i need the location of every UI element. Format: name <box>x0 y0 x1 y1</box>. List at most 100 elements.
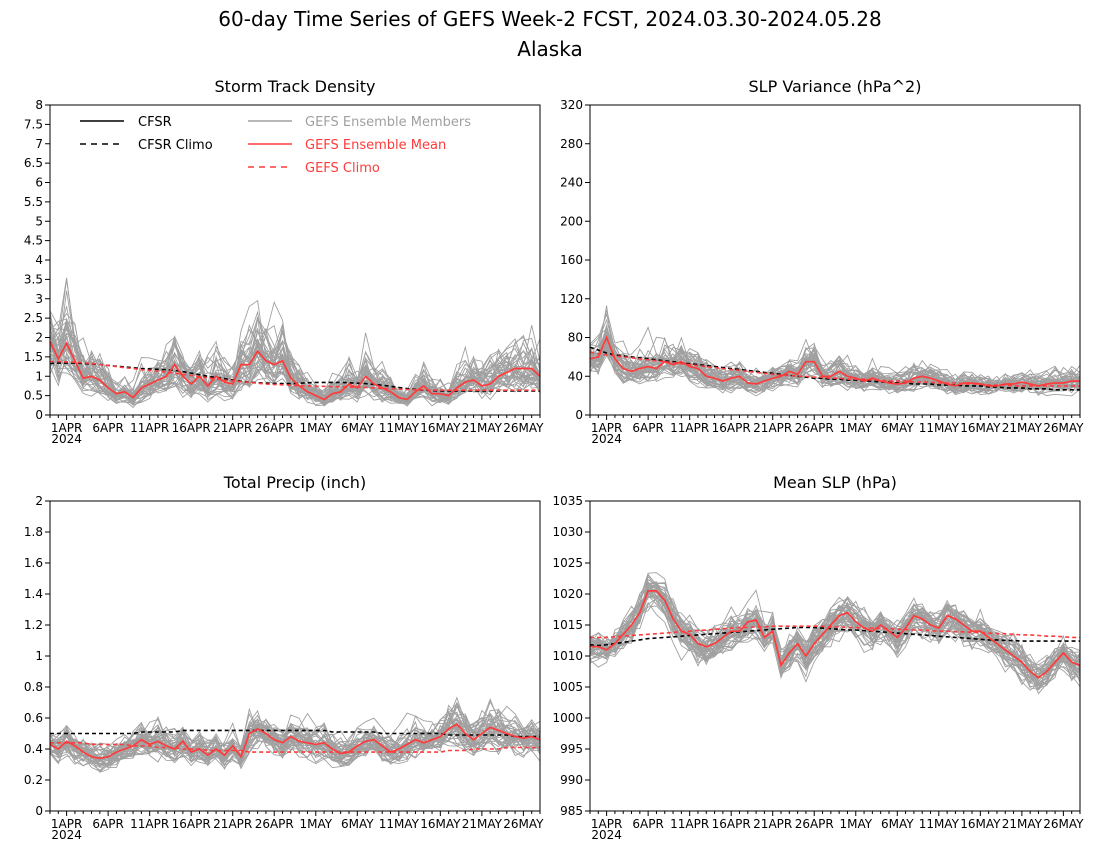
y-tick-label: 1035 <box>552 494 583 508</box>
x-tick-label: 21APR <box>213 817 252 831</box>
ensemble-member-line <box>590 589 1080 685</box>
panel-mean-slp: Mean SLP (hPa) 985 990 995 1000 1005 1010 1015 1… <box>552 473 1084 842</box>
plot-area-slp-variance <box>590 305 1080 397</box>
panel-title-mean-slp: Mean SLP (hPa) <box>773 473 897 492</box>
y-tick-label: 990 <box>560 773 583 787</box>
y-tick-label: 1.5 <box>24 350 43 364</box>
x-tick-label: 1APR <box>51 421 82 435</box>
x-tick-label: 6APR <box>92 421 123 435</box>
ensemble-member-line <box>590 579 1080 680</box>
y-tick-label: 3.5 <box>24 272 43 286</box>
y-tick-label: 7 <box>35 137 43 151</box>
legend-gefs-climo-label: GEFS Climo <box>305 161 380 176</box>
x-tick-label: 11MAY <box>919 421 960 435</box>
x-tick-label: 26MAY <box>1043 421 1084 435</box>
y-tick-label: 1005 <box>552 680 583 694</box>
y-tick-label: 1.4 <box>24 587 43 601</box>
series-cfsr-climo <box>590 626 1080 647</box>
ensemble-member-line <box>50 712 540 769</box>
x-tick-label: 1MAY <box>299 817 332 831</box>
ensemble-member-line <box>590 328 1080 396</box>
y-tick-label: 1 <box>35 649 43 663</box>
x-tick-label: 16APR <box>172 817 211 831</box>
series-cfsr-climo <box>50 362 540 392</box>
series-cfsr-climo <box>50 729 540 738</box>
x-year-label: 2024 <box>51 828 82 842</box>
x-tick-label: 16MAY <box>420 421 461 435</box>
y-tick-label: 2.5 <box>24 311 43 325</box>
series-gefs-ensemble-mean <box>590 335 1080 387</box>
x-tick-label: 21APR <box>213 421 252 435</box>
ensemble-member-line <box>50 719 540 765</box>
series-gefs-ensemble-mean <box>50 341 540 401</box>
x-year-label: 2024 <box>591 432 622 446</box>
x-tick-label: 6APR <box>632 817 663 831</box>
x-tick-label: 26APR <box>795 817 834 831</box>
series-cfsr-climo <box>590 346 1080 391</box>
series-gefs-ensemble-mean <box>50 723 540 760</box>
x-tick-label: 21APR <box>753 817 792 831</box>
x-tick-label: 21MAY <box>462 421 503 435</box>
panel-precip: Total Precip (inch) 0 0.2 0.4 0.6 0.8 1 1.2 1.4 1… <box>24 473 544 842</box>
x-tick-label: 11APR <box>670 421 709 435</box>
x-tick-label: 6MAY <box>881 817 914 831</box>
series-gefs-climo <box>590 351 1080 387</box>
x-tick-label: 21MAY <box>462 817 503 831</box>
y-tick-label: 1015 <box>552 618 583 632</box>
panel-slp-variance: SLP Variance (hPa^2) 0 40 80 120 160 200 240 280… <box>560 77 1084 446</box>
x-tick-label: 11MAY <box>379 421 420 435</box>
y-tick-label: 7.5 <box>24 117 43 131</box>
x-tick-label: 21MAY <box>1002 421 1043 435</box>
x-tick-label: 26APR <box>255 817 294 831</box>
y-tick-label: 0.6 <box>24 711 43 725</box>
x-tick-label: 1APR <box>591 421 622 435</box>
x-tick-label: 16MAY <box>960 421 1001 435</box>
x-year-label: 2024 <box>51 432 82 446</box>
y-tick-label: 0.8 <box>24 680 43 694</box>
x-tick-label: 1MAY <box>299 421 332 435</box>
x-tick-label: 6APR <box>632 421 663 435</box>
y-tick-label: 4.5 <box>24 234 43 248</box>
legend-members-label: GEFS Ensemble Members <box>305 115 471 130</box>
x-tick-label: 26MAY <box>503 421 544 435</box>
x-tick-label: 6MAY <box>341 817 374 831</box>
y-tick-label: 80 <box>568 331 583 345</box>
y-tick-label: 240 <box>560 176 583 190</box>
panel-storm-track: Storm Track Density 0 0.5 1 1.5 2 2.5 3 3.5 4 4.5 5… <box>24 77 544 446</box>
y-tick-label: 995 <box>560 742 583 756</box>
y-tick-label: 8 <box>35 98 43 112</box>
y-tick-label: 0.2 <box>24 773 43 787</box>
y-tick-label: 0 <box>575 408 583 422</box>
y-tick-label: 1.6 <box>24 556 43 570</box>
series-gefs-climo <box>50 741 540 753</box>
panel-title-storm-track: Storm Track Density <box>215 77 376 96</box>
ensemble-member-line <box>50 701 540 759</box>
x-tick-label: 26MAY <box>503 817 544 831</box>
panel-title-slp-variance: SLP Variance (hPa^2) <box>749 77 922 96</box>
y-tick-label: 40 <box>568 369 583 383</box>
x-tick-label: 16MAY <box>960 817 1001 831</box>
x-tick-label: 16APR <box>172 421 211 435</box>
y-tick-label: 2 <box>35 331 43 345</box>
y-tick-label: 1.8 <box>24 525 43 539</box>
plot-area-storm-track <box>50 277 540 409</box>
figure-title: 60-day Time Series of GEFS Week-2 FCST, … <box>218 7 881 31</box>
y-tick-label: 4 <box>35 253 43 267</box>
ensemble-member-line <box>590 344 1080 394</box>
y-tick-label: 6 <box>35 176 43 190</box>
series-gefs-climo <box>590 625 1080 639</box>
y-tick-label: 3 <box>35 292 43 306</box>
x-tick-label: 6APR <box>92 817 123 831</box>
x-tick-label: 26APR <box>795 421 834 435</box>
y-tick-label: 1.2 <box>24 618 43 632</box>
y-tick-label: 280 <box>560 137 583 151</box>
plot-area-mean-slp <box>590 572 1080 695</box>
x-tick-label: 16APR <box>712 421 751 435</box>
y-tick-label: 2 <box>35 494 43 508</box>
x-tick-label: 21APR <box>753 421 792 435</box>
ensemble-member-line <box>50 316 540 409</box>
y-tick-label: 5 <box>35 214 43 228</box>
chart-legend: CFSR CFSR Climo GEFS Ensemble Members GE… <box>80 115 471 176</box>
x-tick-label: 1APR <box>591 817 622 831</box>
